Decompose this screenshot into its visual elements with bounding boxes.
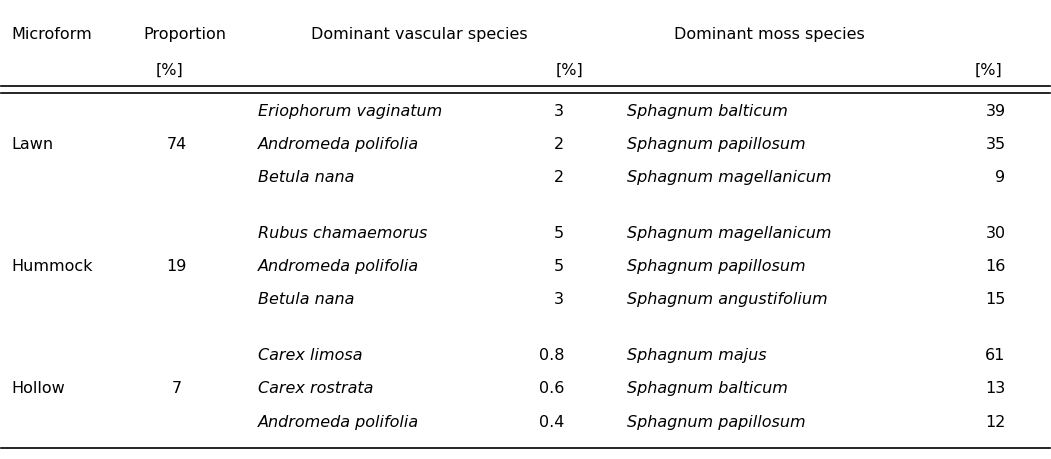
Text: Dominant moss species: Dominant moss species bbox=[675, 27, 865, 41]
Text: 5: 5 bbox=[554, 258, 564, 274]
Text: Sphagnum balticum: Sphagnum balticum bbox=[627, 381, 788, 395]
Text: Proportion: Proportion bbox=[143, 27, 226, 41]
Text: Rubus chamaemorus: Rubus chamaemorus bbox=[259, 225, 428, 240]
Text: Eriophorum vaginatum: Eriophorum vaginatum bbox=[259, 103, 442, 118]
Text: Lawn: Lawn bbox=[12, 137, 54, 151]
Text: 35: 35 bbox=[986, 137, 1006, 151]
Text: Hollow: Hollow bbox=[12, 381, 65, 395]
Text: Sphagnum papillosum: Sphagnum papillosum bbox=[627, 137, 806, 151]
Text: 0.6: 0.6 bbox=[539, 381, 564, 395]
Text: 13: 13 bbox=[986, 381, 1006, 395]
Text: [%]: [%] bbox=[974, 63, 1003, 78]
Text: 5: 5 bbox=[554, 225, 564, 240]
Text: Andromeda polifolia: Andromeda polifolia bbox=[259, 137, 419, 151]
Text: 2: 2 bbox=[554, 170, 564, 185]
Text: 7: 7 bbox=[171, 381, 182, 395]
Text: 0.8: 0.8 bbox=[539, 347, 564, 362]
Text: 3: 3 bbox=[554, 103, 564, 118]
Text: 16: 16 bbox=[985, 258, 1006, 274]
Text: Dominant vascular species: Dominant vascular species bbox=[311, 27, 528, 41]
Text: Microform: Microform bbox=[12, 27, 92, 41]
Text: 19: 19 bbox=[166, 258, 187, 274]
Text: Andromeda polifolia: Andromeda polifolia bbox=[259, 258, 419, 274]
Text: 61: 61 bbox=[985, 347, 1006, 362]
Text: Sphagnum angustifolium: Sphagnum angustifolium bbox=[627, 292, 828, 307]
Text: 39: 39 bbox=[986, 103, 1006, 118]
Text: [%]: [%] bbox=[156, 63, 183, 78]
Text: 12: 12 bbox=[985, 414, 1006, 429]
Text: 74: 74 bbox=[166, 137, 187, 151]
Text: Sphagnum majus: Sphagnum majus bbox=[627, 347, 767, 362]
Text: Sphagnum balticum: Sphagnum balticum bbox=[627, 103, 788, 118]
Text: Andromeda polifolia: Andromeda polifolia bbox=[259, 414, 419, 429]
Text: Sphagnum magellanicum: Sphagnum magellanicum bbox=[627, 170, 831, 185]
Text: [%]: [%] bbox=[556, 63, 583, 78]
Text: 30: 30 bbox=[986, 225, 1006, 240]
Text: Betula nana: Betula nana bbox=[259, 170, 354, 185]
Text: 2: 2 bbox=[554, 137, 564, 151]
Text: Betula nana: Betula nana bbox=[259, 292, 354, 307]
Text: 9: 9 bbox=[995, 170, 1006, 185]
Text: 15: 15 bbox=[985, 292, 1006, 307]
Text: Carex limosa: Carex limosa bbox=[259, 347, 363, 362]
Text: Sphagnum magellanicum: Sphagnum magellanicum bbox=[627, 225, 831, 240]
Text: Sphagnum papillosum: Sphagnum papillosum bbox=[627, 258, 806, 274]
Text: Carex rostrata: Carex rostrata bbox=[259, 381, 373, 395]
Text: Hummock: Hummock bbox=[12, 258, 94, 274]
Text: 3: 3 bbox=[554, 292, 564, 307]
Text: Sphagnum papillosum: Sphagnum papillosum bbox=[627, 414, 806, 429]
Text: 0.4: 0.4 bbox=[539, 414, 564, 429]
